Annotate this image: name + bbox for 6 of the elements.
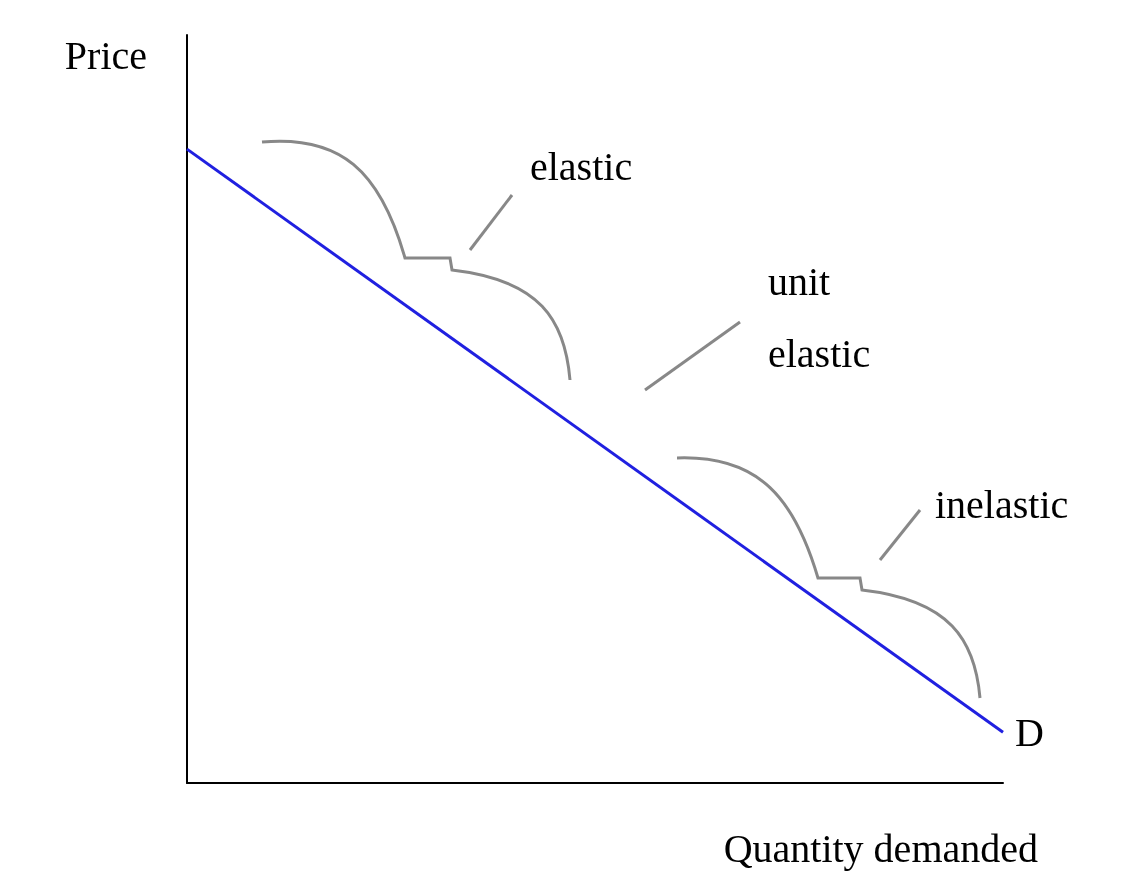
annotation: unit elastic <box>768 258 871 376</box>
series-label: D <box>1015 709 1044 755</box>
annotation: inelastic <box>935 481 1069 527</box>
y-axis-title: Price <box>64 32 147 78</box>
x-axis-title: Quantity demanded <box>723 825 1038 871</box>
annotation: elastic <box>530 143 633 189</box>
